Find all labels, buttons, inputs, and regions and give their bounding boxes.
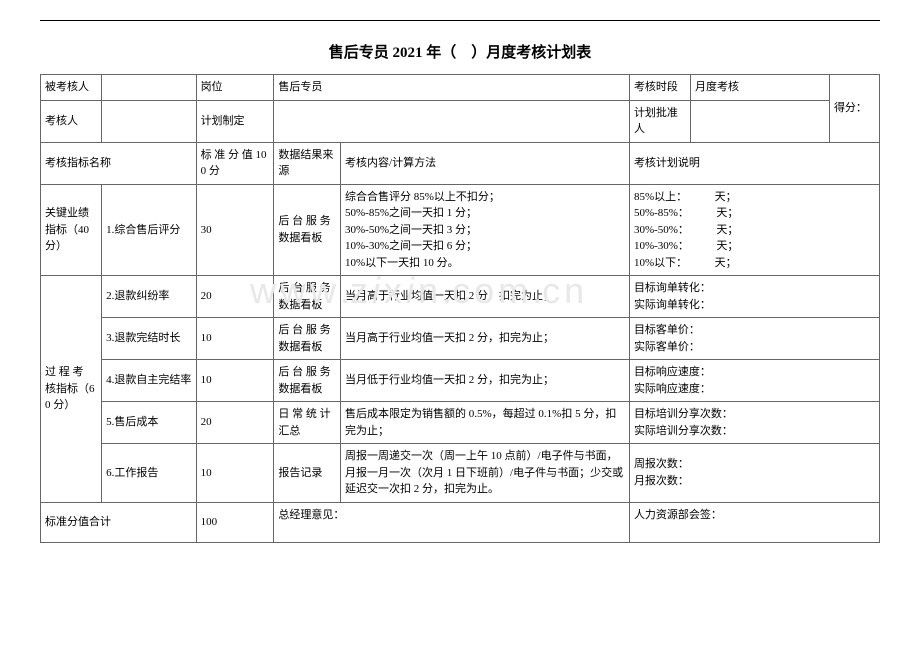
plan-approver-label: 计划批准人 — [629, 100, 690, 142]
assessment-table: 被考核人 岗位 售后专员 考核时段 月度考核 得分： 考核人 计划制定 计划批准… — [40, 74, 880, 543]
plan-approver-value — [691, 100, 830, 142]
indicator-score: 20 — [196, 402, 274, 444]
assessed-value — [102, 75, 196, 101]
top-rule — [40, 20, 880, 21]
indicator-name: 3.退款完结时长 — [102, 318, 196, 360]
col-score: 标 准 分 值 100 分 — [196, 142, 274, 184]
table-row: 关键业绩指标（40 分） 1.综合售后评分 30 后 台 服 务数据看板 综合合… — [41, 184, 880, 276]
indicator-desc: 目标培训分享次数： 实际培训分享次数： — [629, 402, 879, 444]
position-label: 岗位 — [196, 75, 274, 101]
indicator-desc: 85%以上： 天； 50%-85%： 天； 30%-50%： 天； 10%-30… — [629, 184, 879, 276]
period-value: 月度考核 — [691, 75, 830, 101]
group2-label: 过 程 考 核指标（60 分） — [41, 276, 102, 503]
col-desc: 考核计划说明 — [629, 142, 879, 184]
col-source: 数据结果来源 — [274, 142, 341, 184]
indicator-name: 4.退款自主完结率 — [102, 360, 196, 402]
indicator-source: 日 常 统 计汇总 — [274, 402, 341, 444]
table-row: 3.退款完结时长 10 后 台 服 务数据看板 当月高于行业均值一天扣 2 分，… — [41, 318, 880, 360]
score-label: 得分： — [829, 75, 879, 143]
plan-maker-label: 计划制定 — [196, 100, 274, 142]
indicator-source: 后 台 服 务数据看板 — [274, 360, 341, 402]
indicator-score: 20 — [196, 276, 274, 318]
indicator-source: 报告记录 — [274, 444, 341, 503]
plan-maker-value — [274, 100, 630, 142]
hr-sign: 人力资源部会签： — [629, 502, 879, 542]
assessor-label: 考核人 — [41, 100, 102, 142]
indicator-score: 10 — [196, 318, 274, 360]
indicator-desc: 目标客单价： 实际客单价： — [629, 318, 879, 360]
table-row: 过 程 考 核指标（60 分） 2.退款纠纷率 20 后 台 服 务数据看板 当… — [41, 276, 880, 318]
indicator-method: 当月高于行业均值一天扣 2 分，扣完为止； — [341, 276, 630, 318]
total-label: 标准分值合计 — [41, 502, 197, 542]
indicator-source: 后 台 服 务数据看板 — [274, 276, 341, 318]
table-row: 5.售后成本 20 日 常 统 计汇总 售后成本限定为销售额的 0.5%，每超过… — [41, 402, 880, 444]
indicator-score: 10 — [196, 360, 274, 402]
assessor-value — [102, 100, 196, 142]
indicator-method: 当月高于行业均值一天扣 2 分，扣完为止； — [341, 318, 630, 360]
indicator-source: 后 台 服 务数据看板 — [274, 318, 341, 360]
indicator-name: 6.工作报告 — [102, 444, 196, 503]
indicator-method: 当月低于行业均值一天扣 2 分，扣完为止； — [341, 360, 630, 402]
indicator-method: 综合合售评分 85%以上不扣分； 50%-85%之间一天扣 1 分； 30%-5… — [341, 184, 630, 276]
total-value: 100 — [196, 502, 274, 542]
group1-label: 关键业绩指标（40 分） — [41, 184, 102, 276]
col-indicator: 考核指标名称 — [41, 142, 197, 184]
table-row: 标准分值合计 100 总经理意见： 人力资源部会签： — [41, 502, 880, 542]
indicator-name: 1.综合售后评分 — [102, 184, 196, 276]
indicator-score: 10 — [196, 444, 274, 503]
indicator-method: 周报一周递交一次（周一上午 10 点前）/电子件与书面，月报一月一次（次月 1 … — [341, 444, 630, 503]
indicator-score: 30 — [196, 184, 274, 276]
gm-opinion: 总经理意见： — [274, 502, 630, 542]
page-title: 售后专员 2021 年（ ）月度考核计划表 — [40, 41, 880, 62]
period-label: 考核时段 — [629, 75, 690, 101]
indicator-source: 后 台 服 务数据看板 — [274, 184, 341, 276]
table-row: 4.退款自主完结率 10 后 台 服 务数据看板 当月低于行业均值一天扣 2 分… — [41, 360, 880, 402]
assessed-label: 被考核人 — [41, 75, 102, 101]
table-row: 考核指标名称 标 准 分 值 100 分 数据结果来源 考核内容/计算方法 考核… — [41, 142, 880, 184]
table-row: 6.工作报告 10 报告记录 周报一周递交一次（周一上午 10 点前）/电子件与… — [41, 444, 880, 503]
position-value: 售后专员 — [274, 75, 630, 101]
indicator-method: 售后成本限定为销售额的 0.5%，每超过 0.1%扣 5 分，扣完为止； — [341, 402, 630, 444]
indicator-desc: 目标响应速度： 实际响应速度： — [629, 360, 879, 402]
table-row: 考核人 计划制定 计划批准人 — [41, 100, 880, 142]
indicator-desc: 周报次数： 月报次数： — [629, 444, 879, 503]
indicator-name: 2.退款纠纷率 — [102, 276, 196, 318]
indicator-name: 5.售后成本 — [102, 402, 196, 444]
table-row: 被考核人 岗位 售后专员 考核时段 月度考核 得分： — [41, 75, 880, 101]
col-method: 考核内容/计算方法 — [341, 142, 630, 184]
indicator-desc: 目标询单转化： 实际询单转化： — [629, 276, 879, 318]
